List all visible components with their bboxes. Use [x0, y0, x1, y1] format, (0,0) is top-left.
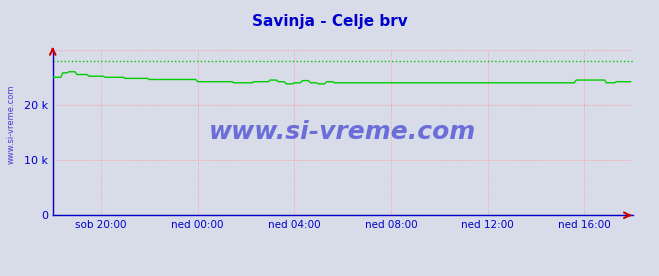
Text: www.si-vreme.com: www.si-vreme.com	[209, 121, 476, 144]
Text: Savinja - Celje brv: Savinja - Celje brv	[252, 14, 407, 29]
Text: www.si-vreme.com: www.si-vreme.com	[7, 84, 16, 164]
